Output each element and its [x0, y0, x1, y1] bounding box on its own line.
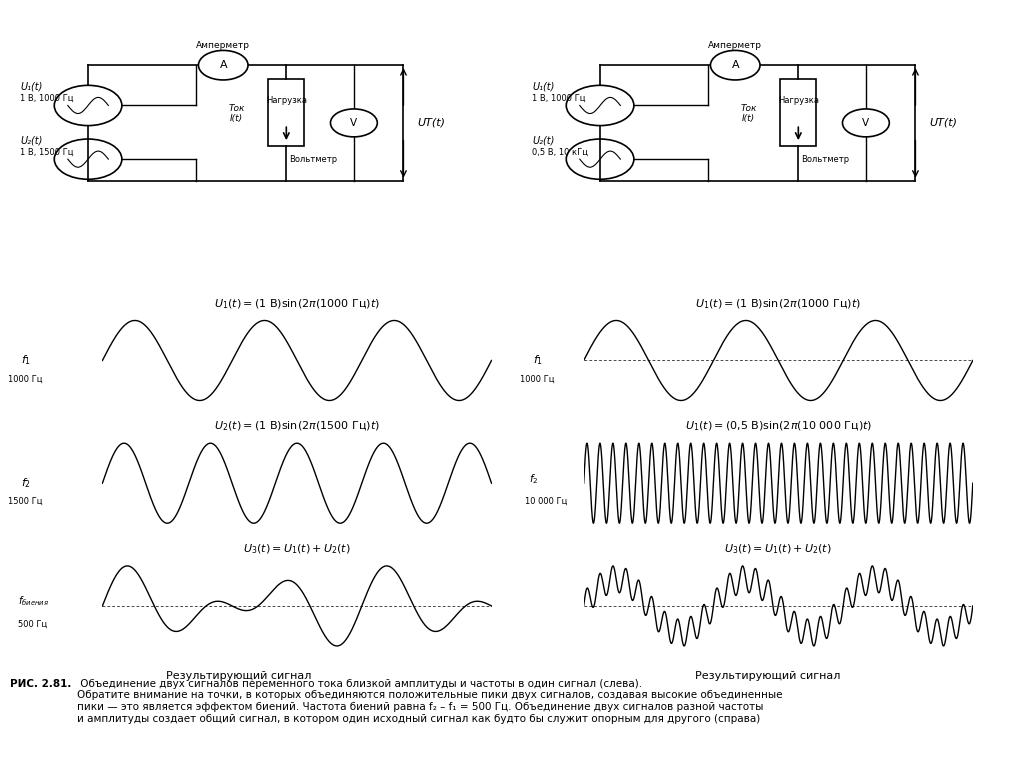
Text: 10 000 Гц: 10 000 Гц [525, 497, 567, 506]
Text: Ток
I(t): Ток I(t) [228, 104, 245, 123]
Text: A: A [731, 60, 739, 71]
Text: V: V [862, 118, 869, 128]
Text: 0,5 В, 10 кГц: 0,5 В, 10 кГц [532, 148, 589, 157]
Text: $U_1(t) = (1\ \mathrm{В})\sin(2\pi(1000\ \mathrm{Гц})t)$: $U_1(t) = (1\ \mathrm{В})\sin(2\pi(1000\… [695, 297, 861, 311]
Text: Вольтметр: Вольтметр [802, 155, 849, 163]
Text: Результирующий сигнал: Результирующий сигнал [166, 671, 311, 681]
Circle shape [199, 51, 248, 80]
Text: $f_2$: $f_2$ [20, 476, 31, 490]
Text: Нагрузка: Нагрузка [266, 96, 307, 104]
Text: 1500 Гц: 1500 Гц [8, 497, 43, 506]
Text: V: V [350, 118, 357, 128]
Text: U₁(t): U₁(t) [532, 81, 555, 92]
Text: $U_3(t) = U_1(t) + U_2(t)$: $U_3(t) = U_1(t) + U_2(t)$ [243, 542, 351, 556]
Text: Объединение двух сигналов переменного тока близкой амплитуды и частоты в один си: Объединение двух сигналов переменного то… [77, 679, 782, 723]
Text: $f_2$: $f_2$ [529, 472, 539, 486]
Circle shape [711, 51, 760, 80]
Text: U₁(t): U₁(t) [20, 81, 43, 92]
Text: 1 В, 1000 Гц: 1 В, 1000 Гц [20, 94, 74, 104]
Text: 1 В, 1500 Гц: 1 В, 1500 Гц [20, 148, 74, 157]
Text: 500 Гц: 500 Гц [18, 620, 48, 629]
Bar [780, 79, 816, 146]
Circle shape [331, 109, 377, 137]
Bar [268, 79, 304, 146]
Text: $f_{биения}$: $f_{биения}$ [18, 594, 49, 608]
Text: $U_3(t) = U_1(t) + U_2(t)$: $U_3(t) = U_1(t) + U_2(t)$ [724, 542, 833, 556]
Text: 1000 Гц: 1000 Гц [8, 374, 43, 384]
Text: Амперметр: Амперметр [197, 41, 250, 50]
Text: $f_1$: $f_1$ [20, 354, 31, 367]
Text: UТ(t): UТ(t) [417, 118, 445, 128]
Text: U₂(t): U₂(t) [20, 135, 43, 146]
Text: 1 В, 1000 Гц: 1 В, 1000 Гц [532, 94, 586, 104]
Text: Вольтметр: Вольтметр [290, 155, 337, 163]
Circle shape [843, 109, 889, 137]
Text: Ток
I(t): Ток I(t) [740, 104, 757, 123]
Text: U₂(t): U₂(t) [532, 135, 555, 146]
Text: РИС. 2.81.: РИС. 2.81. [10, 679, 72, 689]
Text: A: A [219, 60, 227, 71]
Text: Нагрузка: Нагрузка [778, 96, 819, 104]
Text: Результирующий сигнал: Результирующий сигнал [695, 671, 841, 681]
Text: $U_2(t) = (1\ \mathrm{В})\sin(2\pi(1500\ \mathrm{Гц})t)$: $U_2(t) = (1\ \mathrm{В})\sin(2\pi(1500\… [214, 420, 380, 433]
Text: Амперметр: Амперметр [709, 41, 762, 50]
Text: 1000 Гц: 1000 Гц [520, 374, 555, 384]
Text: $U_1(t) = (0{,}5\ \mathrm{В})\sin(2\pi(10\ 000\ \mathrm{Гц})t)$: $U_1(t) = (0{,}5\ \mathrm{В})\sin(2\pi(1… [685, 420, 871, 433]
Text: $f_1$: $f_1$ [532, 354, 543, 367]
Text: UТ(t): UТ(t) [929, 118, 957, 128]
Text: $U_1(t) = (1\ \mathrm{В})\sin(2\pi(1000\ \mathrm{Гц})t)$: $U_1(t) = (1\ \mathrm{В})\sin(2\pi(1000\… [214, 297, 380, 311]
